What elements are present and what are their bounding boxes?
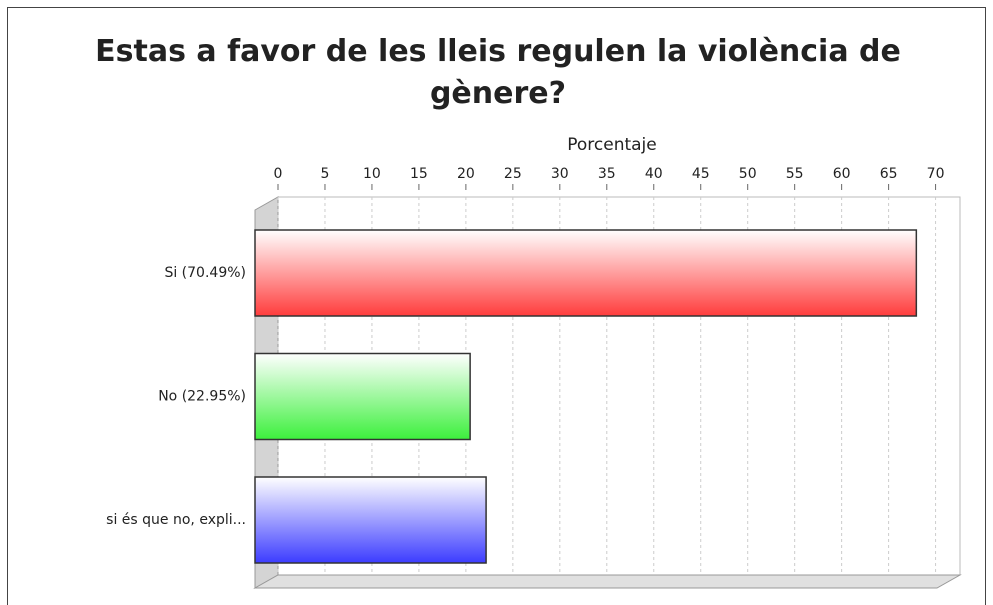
x-tick-label: 0 bbox=[274, 166, 283, 182]
y-tick-label: Si (70.49%) bbox=[164, 265, 246, 281]
x-tick-label: 55 bbox=[786, 166, 804, 182]
x-tick-label: 5 bbox=[321, 166, 330, 182]
x-tick-label: 35 bbox=[598, 166, 616, 182]
bar bbox=[254, 352, 471, 441]
x-tick-label: 65 bbox=[880, 166, 898, 182]
bar bbox=[254, 476, 487, 564]
y-tick-label: si és que no, expli... bbox=[106, 512, 246, 528]
x-tick-label: 60 bbox=[833, 166, 851, 182]
bar bbox=[254, 229, 918, 317]
x-tick-label: 20 bbox=[457, 166, 475, 182]
x-axis-label: Porcentaje bbox=[567, 135, 657, 155]
y-tick-label: No (22.95%) bbox=[158, 389, 246, 405]
x-tick-label: 45 bbox=[692, 166, 710, 182]
x-tick-label: 30 bbox=[551, 166, 569, 182]
chart-title: Estas a favor de les lleis regulen la vi… bbox=[95, 34, 901, 111]
floor bbox=[253, 574, 962, 589]
x-tick-label: 10 bbox=[363, 166, 381, 182]
x-tick-label: 15 bbox=[410, 166, 428, 182]
x-tick-label: 50 bbox=[739, 166, 757, 182]
x-tick-label: 70 bbox=[927, 166, 945, 182]
x-tick-label: 40 bbox=[645, 166, 663, 182]
x-tick-label: 25 bbox=[504, 166, 522, 182]
